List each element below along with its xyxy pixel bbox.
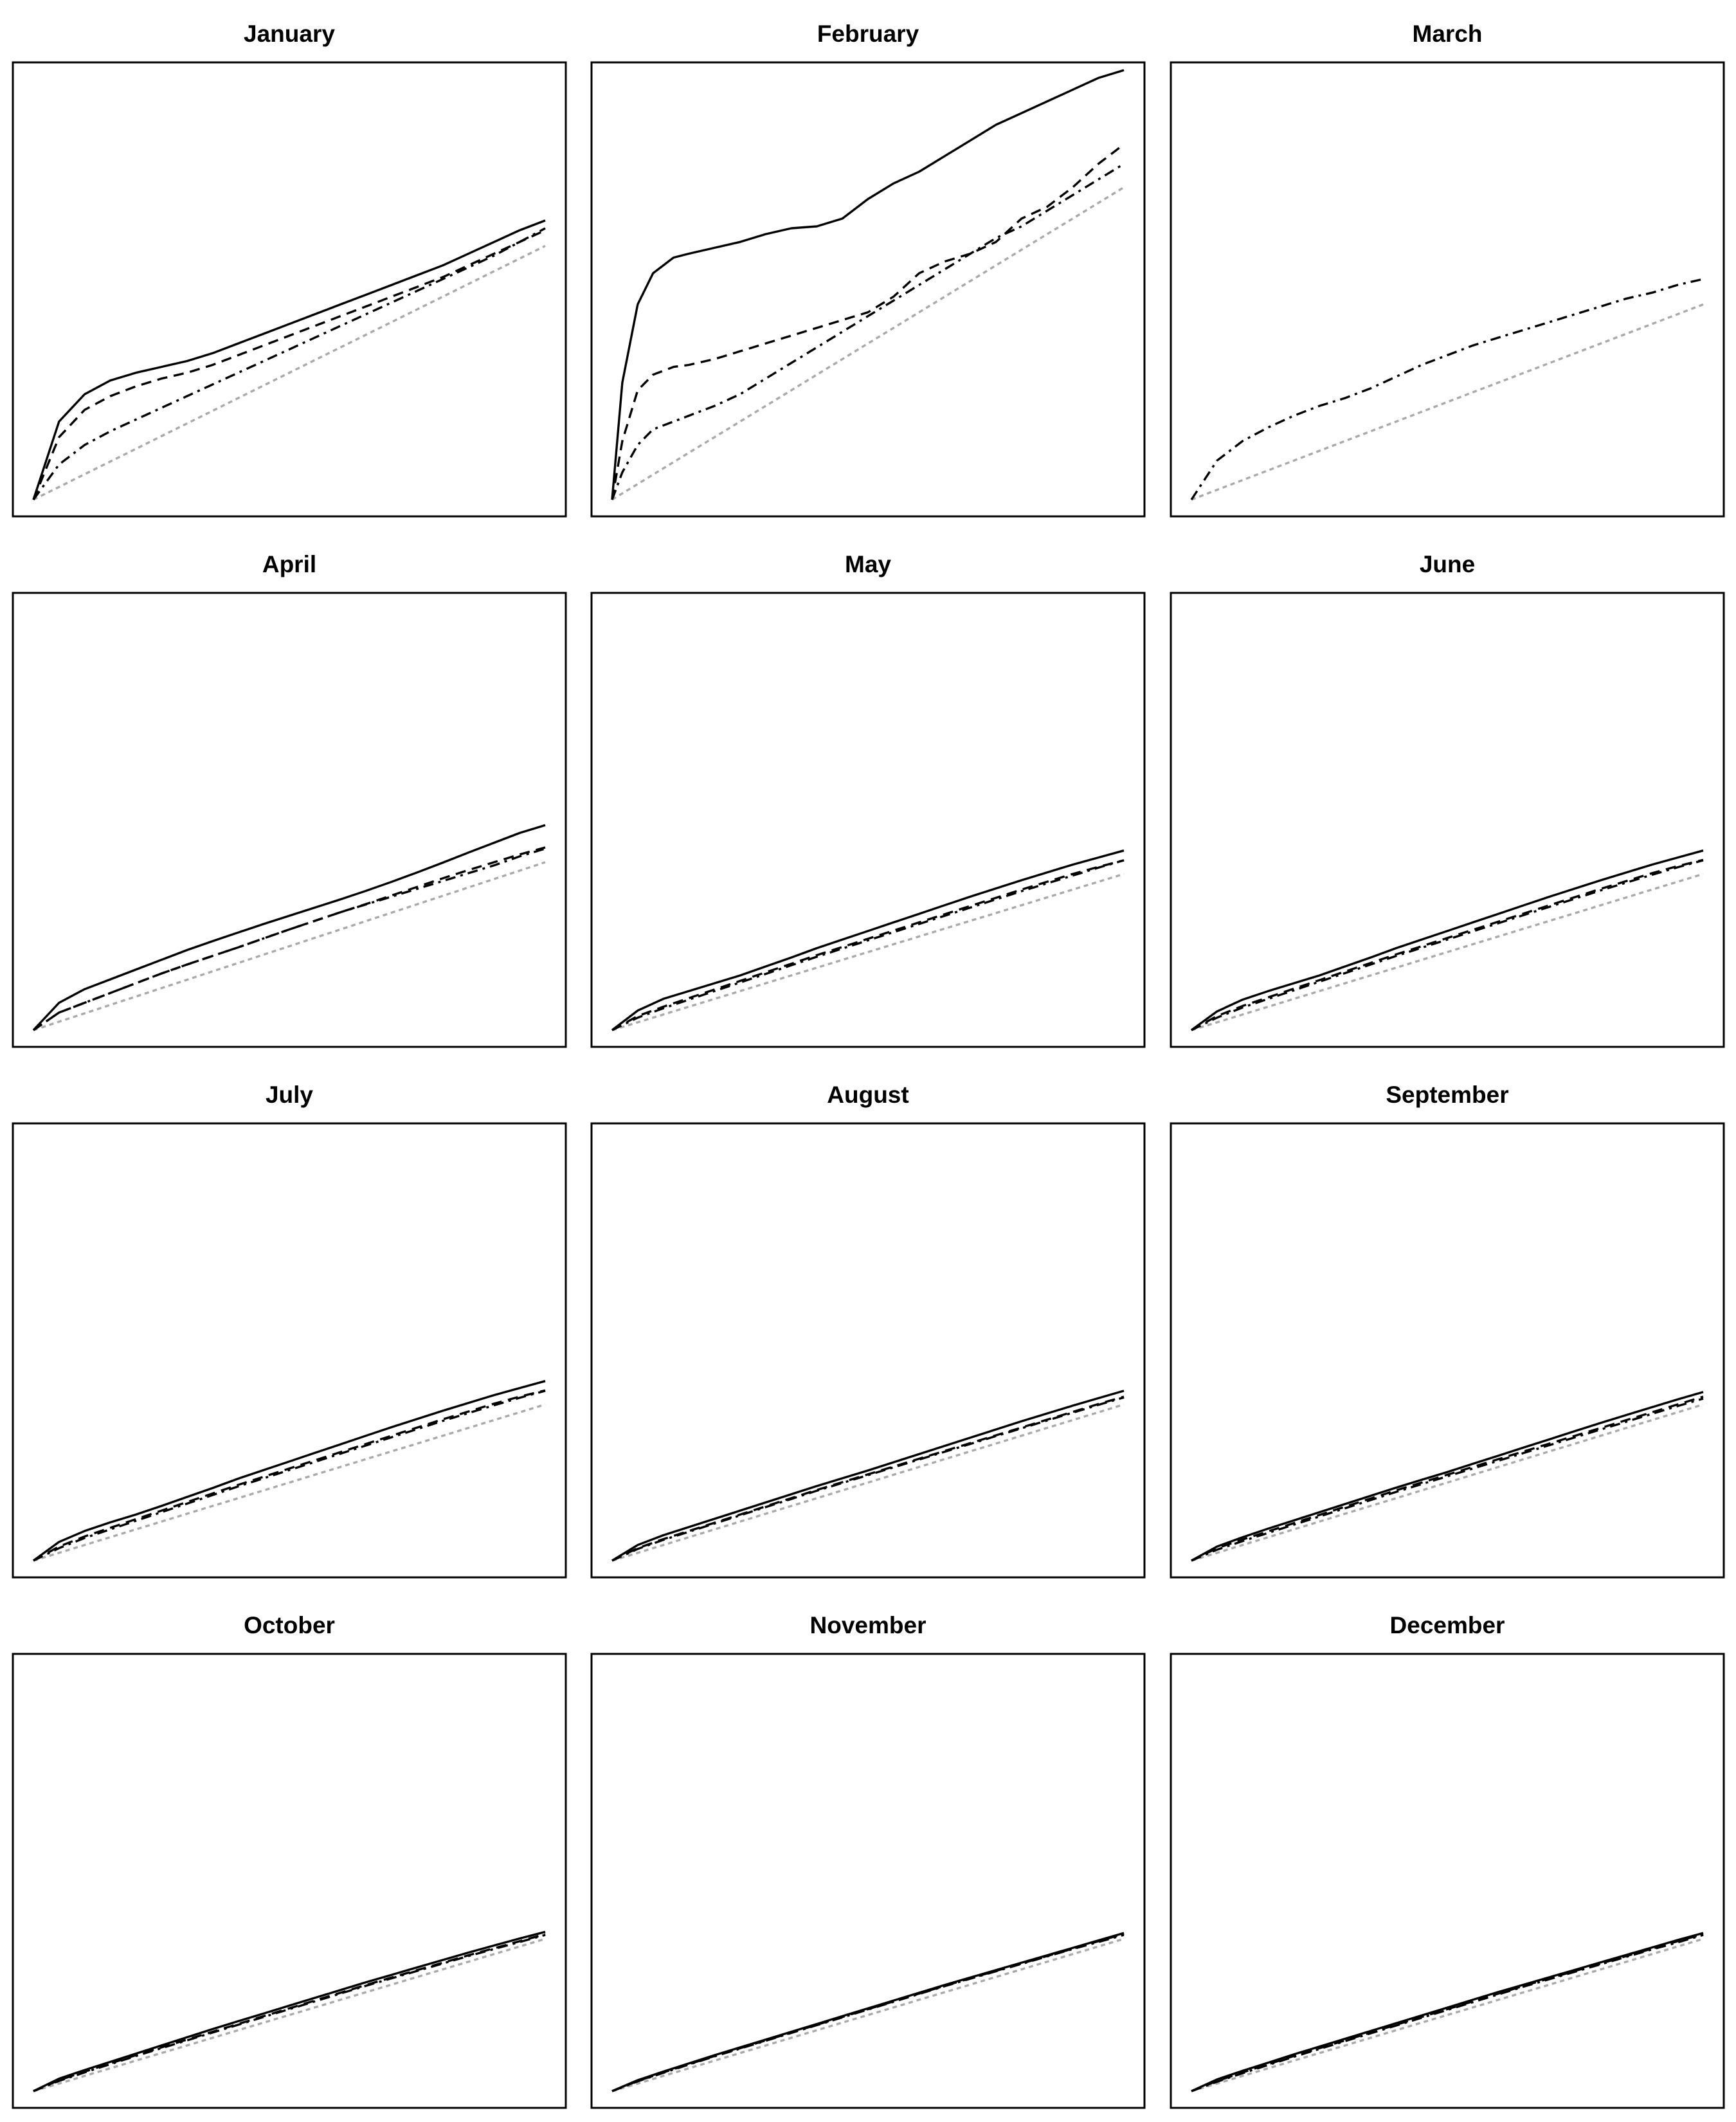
series-line-dotted <box>33 861 546 1031</box>
series-line-dashdot <box>611 1396 1125 1562</box>
panel-title: December <box>1390 1612 1505 1638</box>
series-line-dotted <box>1191 1403 1704 1562</box>
panel-february: February <box>590 21 1146 518</box>
panel-november: November <box>590 1612 1146 2109</box>
plot-frame <box>1170 1653 1725 2109</box>
panel-title: January <box>244 21 335 47</box>
plot-frame <box>12 61 567 518</box>
panel-june: June <box>1170 551 1725 1048</box>
plot-frame <box>1170 592 1725 1048</box>
panel-title: August <box>827 1082 909 1108</box>
panel-january: January <box>12 21 567 518</box>
series-line-dashdot <box>33 1390 546 1562</box>
series-line-dotted <box>33 244 546 501</box>
series-line-solid <box>1191 1391 1704 1562</box>
panel-may: May <box>590 551 1146 1048</box>
series-line-dotted <box>1191 303 1704 501</box>
series-line-dotted <box>33 1403 546 1562</box>
panel-october: October <box>12 1612 567 2109</box>
series-line-dotted <box>611 186 1125 501</box>
panel-july: July <box>12 1082 567 1579</box>
series-line-dashdot <box>1191 1934 1704 2092</box>
panel-title: July <box>266 1082 313 1108</box>
series-line-solid <box>611 849 1125 1031</box>
series-line-solid <box>1190 849 1704 1031</box>
panel-title: June <box>1420 551 1475 577</box>
plot-frame <box>590 592 1146 1048</box>
series-line-dashdot <box>611 163 1125 500</box>
panel-title: November <box>810 1612 927 1638</box>
panel-title: February <box>817 21 919 47</box>
plot-frame <box>590 61 1146 518</box>
series-line-solid <box>32 219 546 500</box>
series-line-dashdot <box>33 1934 546 2092</box>
series-line-dashdot <box>611 859 1125 1031</box>
series-line-dashed <box>1191 858 1704 1031</box>
series-line-dashdot <box>1191 859 1704 1031</box>
series-line-solid <box>1191 1932 1704 2092</box>
panel-april: April <box>12 551 567 1048</box>
plot-frame <box>12 592 567 1048</box>
panel-title: March <box>1413 21 1483 47</box>
panel-title: April <box>262 551 316 577</box>
series-line-dashed <box>33 1389 546 1562</box>
series-line-solid <box>611 69 1125 500</box>
series-line-dotted <box>611 1403 1125 1562</box>
series-line-dashdot <box>33 848 546 1031</box>
series-line-dotted <box>611 1937 1125 2092</box>
series-line-dashed <box>1191 1395 1704 1562</box>
series-line-dashdot <box>32 227 546 501</box>
plot-frame <box>590 1122 1146 1579</box>
series-line-dashed <box>1191 1933 1704 2092</box>
series-line-dashed <box>33 846 546 1031</box>
panel-december: December <box>1170 1612 1725 2109</box>
series-line-dashdot <box>1191 1397 1704 1562</box>
series-line-dotted <box>1191 1937 1704 2092</box>
series-line-dotted <box>611 873 1125 1031</box>
series-line-dashed <box>32 229 546 500</box>
plot-frame <box>12 1653 567 2109</box>
series-line-dashed <box>33 1933 546 2092</box>
series-line-dashdot <box>611 1934 1125 2092</box>
series-line-solid <box>32 824 546 1031</box>
panel-march: March <box>1170 21 1725 518</box>
panel-september: September <box>1170 1082 1725 1579</box>
series-line-dashdot <box>1190 278 1704 500</box>
panel-august: August <box>590 1082 1146 1579</box>
series-line-solid <box>33 1930 546 2092</box>
panel-title: October <box>244 1612 335 1638</box>
series-line-dotted <box>1191 873 1704 1031</box>
plot-frame <box>1170 1122 1725 1579</box>
series-line-dashed <box>611 859 1125 1031</box>
series-line-solid <box>32 1380 546 1562</box>
series-line-dotted <box>33 1937 546 2092</box>
panel-title: May <box>845 551 891 577</box>
plot-frame <box>12 1122 567 1579</box>
series-line-dashed <box>611 143 1125 500</box>
series-line-dashed <box>611 1932 1125 2092</box>
plot-frame <box>590 1653 1146 2109</box>
panel-title: September <box>1386 1082 1508 1108</box>
series-line-solid <box>611 1390 1125 1562</box>
plot-frame <box>1170 61 1725 518</box>
